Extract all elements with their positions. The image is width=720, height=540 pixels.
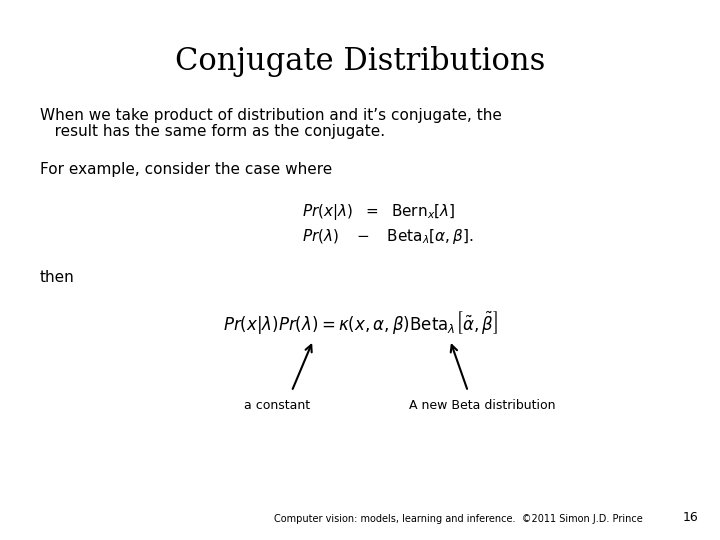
Text: result has the same form as the conjugate.: result has the same form as the conjugat… (40, 124, 384, 139)
Text: For example, consider the case where: For example, consider the case where (40, 162, 332, 177)
Text: $Pr(x|\lambda)\ \ =\ \ \mathrm{Bern}_x[\lambda]$: $Pr(x|\lambda)\ \ =\ \ \mathrm{Bern}_x[\… (302, 202, 456, 222)
Text: then: then (40, 270, 74, 285)
Text: Computer vision: models, learning and inference.  ©2011 Simon J.D. Prince: Computer vision: models, learning and in… (274, 514, 642, 524)
Text: A new Beta distribution: A new Beta distribution (409, 399, 556, 411)
Text: $Pr(\lambda)\ \ \ -\ \ \ \mathrm{Beta}_{\lambda}[\alpha, \beta].$: $Pr(\lambda)\ \ \ -\ \ \ \mathrm{Beta}_{… (302, 227, 474, 246)
Text: a constant: a constant (244, 399, 310, 411)
Text: Conjugate Distributions: Conjugate Distributions (175, 46, 545, 77)
Text: When we take product of distribution and it’s conjugate, the: When we take product of distribution and… (40, 108, 501, 123)
Text: $Pr(x|\lambda)Pr(\lambda) = \kappa(x,\alpha,\beta)\mathrm{Beta}_{\lambda}\left[\: $Pr(x|\lambda)Pr(\lambda) = \kappa(x,\al… (222, 309, 498, 336)
Text: 16: 16 (683, 511, 698, 524)
